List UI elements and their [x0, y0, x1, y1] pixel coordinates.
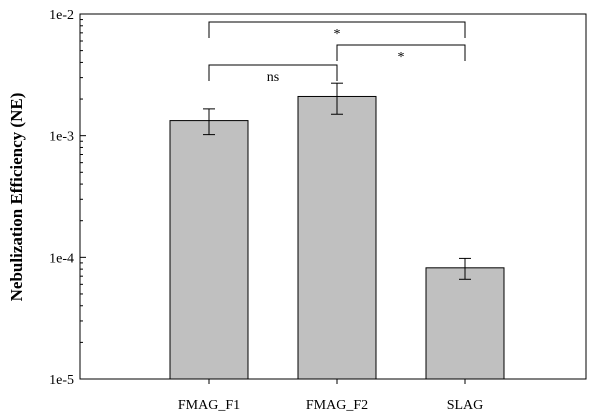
y-axis: 1e-2 1e-3 1e-4 1e-5 — [49, 8, 86, 388]
bar-fmag-f2 — [297, 95, 377, 380]
error-bars-group — [203, 82, 471, 280]
significance-label: * — [398, 50, 405, 65]
bar-fmag-f1 — [169, 120, 249, 380]
bar-slag — [425, 267, 505, 380]
x-axis: FMAG_F1 FMAG_F2 SLAG — [178, 379, 483, 413]
significance-bracket — [208, 64, 338, 81]
significance-bracket — [336, 44, 466, 61]
significance-brackets: ns * * — [208, 21, 466, 85]
y-tick-label: 1e-5 — [49, 373, 74, 388]
y-axis-title: Nebulization Efficiency (NE) — [7, 93, 26, 302]
x-tick-label: SLAG — [447, 398, 484, 413]
significance-label: ns — [267, 70, 279, 85]
significance-label: * — [334, 27, 341, 42]
x-tick-label: FMAG_F1 — [178, 398, 240, 413]
significance-bracket — [208, 21, 466, 38]
y-tick-label: 1e-3 — [49, 130, 74, 145]
x-tick-label: FMAG_F2 — [306, 398, 368, 413]
y-tick-label: 1e-4 — [49, 251, 74, 266]
y-tick-label: 1e-2 — [49, 8, 74, 23]
bars-group — [169, 95, 505, 380]
